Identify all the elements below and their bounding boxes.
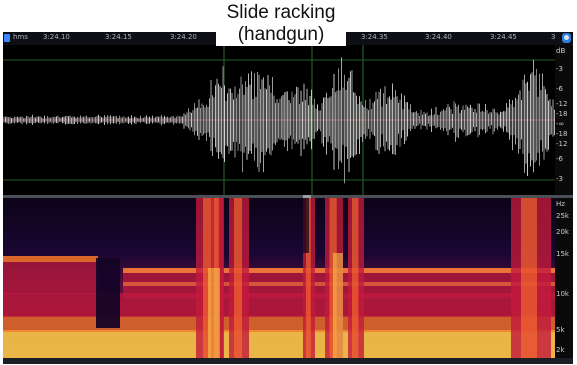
db-label: -∞: [556, 120, 565, 128]
db-label: -6: [556, 155, 563, 163]
spectrogram-band: [306, 198, 311, 358]
hz-label: 20k: [556, 228, 569, 236]
hz-label: 2k: [556, 346, 565, 354]
spectrogram-band: [3, 330, 555, 358]
db-label: -6: [556, 85, 563, 93]
hz-label: 5k: [556, 326, 565, 334]
playhead-marker-icon[interactable]: [4, 34, 10, 42]
spectrogram-band: [208, 268, 220, 358]
spectrogram-band: [3, 256, 98, 294]
caption-overlay: Slide racking (handgun): [216, 2, 346, 46]
spectrogram-band: [521, 198, 537, 358]
status-strip: [3, 358, 573, 364]
time-tick: 3:24.20: [170, 33, 197, 41]
waveform-samples: [3, 57, 555, 184]
db-label: -18: [556, 130, 568, 138]
spectrogram-graphic: [3, 198, 555, 358]
time-tick: 3:24.45: [490, 33, 517, 41]
spectrogram-band: [303, 198, 309, 253]
db-label: -12: [556, 140, 568, 148]
time-tick: 3:24.35: [361, 33, 388, 41]
caption-line-2: (handgun): [237, 24, 325, 45]
ruler-unit-label: hms: [13, 33, 28, 41]
time-tick: 3: [551, 33, 556, 41]
settings-icon[interactable]: [562, 33, 571, 43]
db-label: -3: [556, 65, 563, 73]
spectrogram-band: [96, 258, 120, 328]
spectrogram-panel[interactable]: [3, 198, 555, 358]
spectrogram-band: [352, 198, 359, 358]
spectrogram-energy: [3, 198, 555, 358]
resize-grip-icon[interactable]: [303, 195, 311, 198]
editor-canvas: hms 3:24.10 3:24.15 3:24.20 3:24.35 3:24…: [3, 32, 573, 364]
db-label: -12: [556, 100, 568, 108]
db-label: -18: [556, 110, 568, 118]
panel-divider[interactable]: [3, 195, 573, 198]
waveform-graphic: [3, 45, 555, 195]
db-scale: dB -3 -6 -12 -18 -∞ -18 -12 -6 -3: [555, 45, 573, 195]
db-label: dB: [556, 47, 566, 55]
hz-label: 10k: [556, 290, 569, 298]
frequency-scale: Hz 25k 20k 15k 10k 5k 2k: [555, 198, 573, 358]
hz-label: 15k: [556, 250, 569, 258]
spectrogram-band: [3, 256, 98, 262]
waveform-panel[interactable]: [3, 45, 555, 195]
hz-label: Hz: [556, 200, 565, 208]
time-tick: 3:24.10: [43, 33, 70, 41]
hz-label: 25k: [556, 212, 569, 220]
time-tick: 3:24.15: [105, 33, 132, 41]
caption-line-1: Slide racking: [226, 2, 336, 23]
time-tick: 3:24.40: [425, 33, 452, 41]
spectrogram-band: [3, 316, 555, 332]
spectrogram-band: [333, 253, 343, 358]
db-label: -3: [556, 175, 563, 183]
spectrogram-band: [234, 198, 242, 358]
